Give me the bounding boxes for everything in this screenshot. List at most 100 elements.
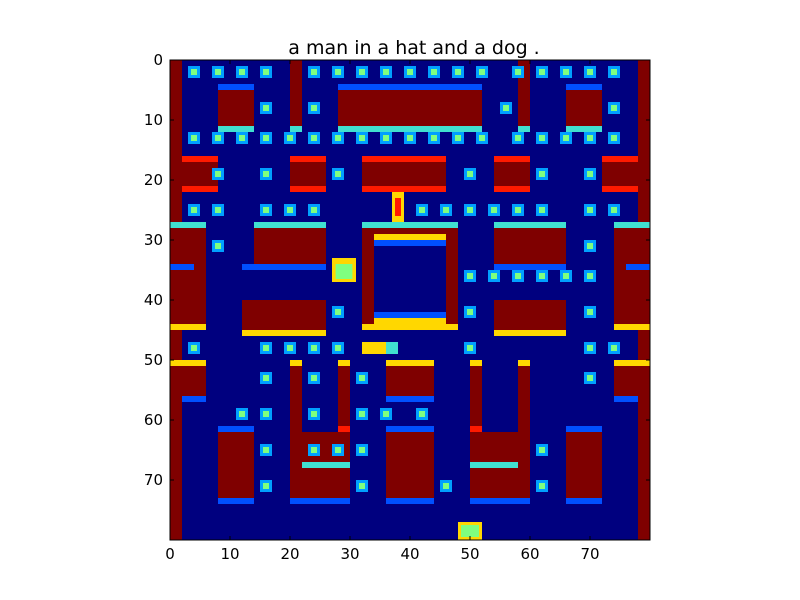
edge-highlight	[386, 396, 434, 402]
wall-cell	[470, 360, 482, 432]
pellet	[479, 135, 485, 141]
edge-highlight	[626, 264, 650, 270]
wall-cell	[170, 360, 206, 402]
edge-highlight	[218, 84, 254, 90]
edge-highlight	[242, 264, 326, 270]
pellet	[383, 411, 389, 417]
pellet	[611, 69, 617, 75]
pellet	[359, 411, 365, 417]
pellet	[359, 69, 365, 75]
edge-highlight	[374, 240, 446, 246]
pellet	[311, 207, 317, 213]
x-tick-label: 50	[460, 545, 479, 563]
y-tick-label: 20	[144, 171, 163, 189]
pellet	[287, 207, 293, 213]
pellet	[311, 411, 317, 417]
pellet	[239, 135, 245, 141]
pellet	[587, 375, 593, 381]
pellet	[611, 345, 617, 351]
pellet	[263, 69, 269, 75]
pellet	[443, 207, 449, 213]
pellet	[263, 411, 269, 417]
wall-cell	[362, 228, 374, 330]
edge-highlight	[182, 156, 218, 162]
pellet	[287, 135, 293, 141]
pellet	[335, 309, 341, 315]
edge-highlight	[566, 126, 602, 132]
pellet	[539, 447, 545, 453]
edge-highlight	[494, 186, 530, 192]
edge-highlight	[386, 360, 434, 366]
edge-highlight	[362, 186, 446, 192]
edge-highlight	[290, 156, 326, 162]
pellet	[215, 243, 221, 249]
pellet	[431, 69, 437, 75]
pellet	[431, 135, 437, 141]
wall-cell	[254, 228, 326, 264]
edge-highlight	[170, 360, 206, 366]
pellet	[587, 135, 593, 141]
wall-cell	[566, 90, 602, 126]
edge-highlight	[338, 84, 482, 90]
edge-highlight	[374, 312, 446, 318]
edge-highlight	[290, 186, 326, 192]
x-tick-label: 70	[580, 545, 599, 563]
pellet	[191, 69, 197, 75]
pellet	[563, 273, 569, 279]
pellet	[263, 135, 269, 141]
edge-highlight	[566, 84, 602, 90]
pellet	[335, 345, 341, 351]
pellet	[539, 483, 545, 489]
edge-highlight	[242, 330, 326, 336]
pellet	[563, 69, 569, 75]
x-tick-label: 60	[520, 545, 539, 563]
edge-highlight	[386, 498, 434, 504]
pellet	[515, 207, 521, 213]
pellet	[263, 207, 269, 213]
wall-cell	[170, 228, 206, 330]
pellet	[191, 135, 197, 141]
pellet	[419, 411, 425, 417]
pellet	[359, 483, 365, 489]
edge-highlight	[218, 426, 254, 432]
pellet	[263, 345, 269, 351]
pellet	[359, 135, 365, 141]
pellet	[263, 483, 269, 489]
wall-cell	[218, 90, 254, 126]
edge-highlight	[602, 186, 638, 192]
x-tick-label: 10	[220, 545, 239, 563]
pellet	[311, 105, 317, 111]
character-sprite	[386, 342, 398, 354]
y-tick-label: 60	[144, 411, 163, 429]
character-sprite	[395, 198, 401, 216]
edge-highlight	[170, 324, 206, 330]
pellet	[191, 345, 197, 351]
edge-highlight	[614, 396, 638, 402]
pellet	[443, 483, 449, 489]
x-tick-label: 30	[340, 545, 359, 563]
edge-highlight	[182, 396, 206, 402]
edge-highlight	[470, 426, 482, 432]
edge-highlight	[338, 426, 350, 432]
pellet	[479, 69, 485, 75]
wall-cell	[494, 228, 566, 264]
edge-highlight	[518, 360, 530, 366]
wall-cell	[446, 228, 458, 330]
wall-cell	[338, 90, 482, 126]
edge-highlight	[470, 498, 530, 504]
pellet	[515, 135, 521, 141]
pellet	[611, 135, 617, 141]
edge-highlight	[182, 186, 218, 192]
wall-cell	[614, 360, 650, 402]
pellet	[311, 135, 317, 141]
pellet	[467, 273, 473, 279]
edge-highlight	[470, 462, 518, 468]
edge-highlight	[494, 156, 530, 162]
wall-cell	[218, 432, 254, 504]
wall-cell	[386, 360, 434, 402]
pellet	[311, 345, 317, 351]
x-tick-label: 0	[165, 545, 175, 563]
pellet	[311, 69, 317, 75]
edge-highlight	[290, 498, 350, 504]
pellet	[491, 273, 497, 279]
